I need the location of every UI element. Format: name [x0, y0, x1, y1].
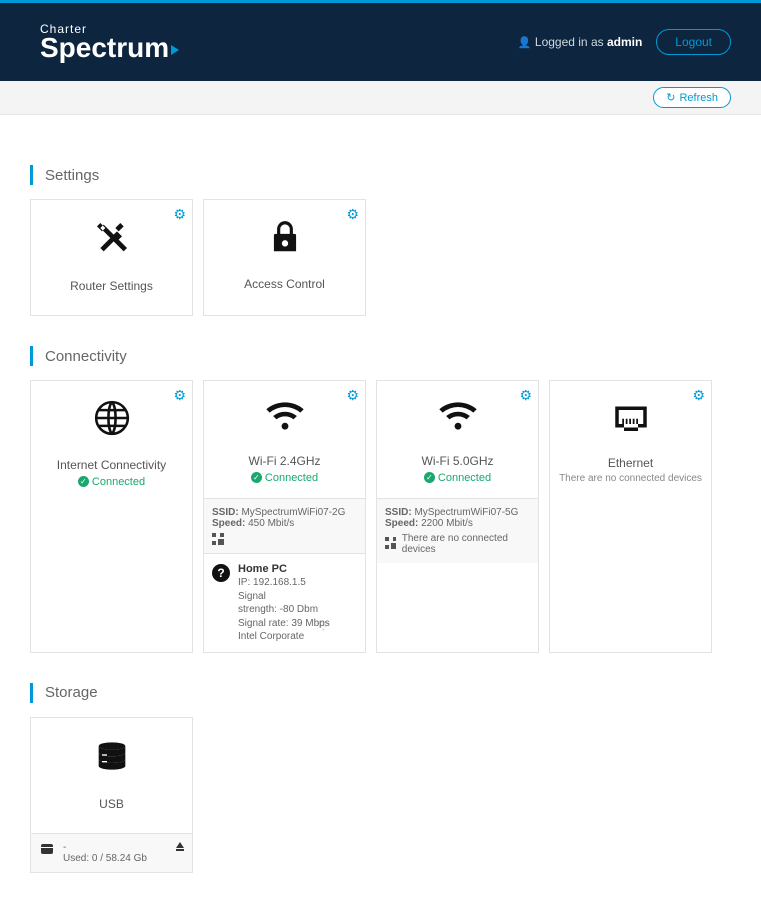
section-settings-title: Settings: [45, 167, 99, 184]
subbar: ↻ Refresh: [0, 81, 761, 115]
refresh-label: Refresh: [679, 92, 718, 104]
card-title: Internet Connectivity: [39, 458, 184, 472]
device-info: Home PC IP: 192.168.1.5 Signal strength:…: [238, 562, 330, 644]
status-connected: ✓ Connected: [424, 472, 491, 484]
speed-value: 450 Mbit/s: [248, 518, 294, 529]
header: Charter Spectrum 👤 Logged in as admin Lo…: [0, 3, 761, 81]
storage-icon: [39, 736, 184, 785]
logged-in-text: 👤 Logged in as admin: [518, 35, 642, 49]
card-title: Access Control: [212, 277, 357, 291]
status-text: Connected: [438, 472, 491, 484]
qr-icon[interactable]: [212, 533, 224, 545]
check-icon: ✓: [78, 476, 89, 487]
gear-icon[interactable]: ⚙: [346, 387, 359, 404]
user-icon: 👤: [518, 37, 532, 49]
globe-icon: [39, 399, 184, 446]
tools-icon: [39, 218, 184, 267]
card-title: Ethernet: [558, 456, 703, 470]
card-router-settings[interactable]: ⚙ Router Settings: [30, 199, 193, 316]
card-ethernet[interactable]: ⚙ Ethernet There are no connected device…: [549, 380, 712, 653]
wifi-icon: [385, 399, 530, 442]
gear-icon[interactable]: ⚙: [692, 387, 705, 404]
ssid-value: MySpectrumWiFi07-5G: [414, 507, 518, 518]
gear-icon[interactable]: ⚙: [173, 387, 186, 404]
qr-icon[interactable]: [385, 537, 396, 549]
status-text: Connected: [265, 472, 318, 484]
usb-detail: - Used: 0 / 58.24 Gb: [31, 833, 192, 872]
status-text: Connected: [92, 476, 145, 488]
content: Settings ⚙ Router Settings ⚙ Access Cont…: [0, 115, 761, 893]
device-name: Home PC: [238, 562, 330, 577]
section-settings-head: Settings: [30, 165, 731, 185]
header-right: 👤 Logged in as admin Logout: [518, 29, 731, 55]
card-internet[interactable]: ⚙ Internet Connectivity ✓ Connected: [30, 380, 193, 653]
logo-text: Spectrum: [40, 32, 169, 63]
speed-label: Speed:: [385, 518, 418, 529]
gear-icon[interactable]: ⚙: [519, 387, 532, 404]
storage-used: Used: 0 / 58.24 Gb: [63, 853, 147, 864]
card-title: USB: [39, 797, 184, 811]
section-connectivity-head: Connectivity: [30, 346, 731, 366]
settings-grid: ⚙ Router Settings ⚙ Access Control: [30, 199, 731, 316]
status-connected: ✓ Connected: [251, 472, 318, 484]
logo-big: Spectrum: [40, 35, 179, 60]
device-vendor: Intel Corporate: [238, 631, 304, 642]
section-bar: [30, 165, 33, 185]
brand-logo: Charter Spectrum: [40, 24, 179, 60]
card-title: Router Settings: [39, 279, 184, 293]
device-row[interactable]: ? Home PC IP: 192.168.1.5 Signal strengt…: [204, 553, 365, 652]
connectivity-grid: ⚙ Internet Connectivity ✓ Connected ⚙ Wi…: [30, 380, 731, 653]
ssid-label: SSID:: [212, 507, 239, 518]
speed-value: 2200 Mbit/s: [421, 518, 473, 529]
section-bar: [30, 683, 33, 703]
gear-icon[interactable]: ⚙: [173, 206, 186, 223]
device-ip: IP: 192.168.1.5: [238, 576, 330, 590]
wifi-icon: [212, 399, 357, 442]
card-wifi-24[interactable]: ⚙ Wi-Fi 2.4GHz ✓ Connected SSID: MySpect…: [203, 380, 366, 653]
card-title: Wi-Fi 2.4GHz: [212, 454, 357, 468]
card-title: Wi-Fi 5.0GHz: [385, 454, 530, 468]
wifi5-detail: SSID: MySpectrumWiFi07-5G Speed: 2200 Mb…: [377, 498, 538, 563]
wifi24-detail: SSID: MySpectrumWiFi07-2G Speed: 450 Mbi…: [204, 498, 365, 553]
refresh-icon: ↻: [666, 91, 675, 104]
disk-icon: [41, 844, 53, 854]
section-storage-head: Storage: [30, 683, 731, 703]
card-usb[interactable]: USB - Used: 0 / 58.24 Gb: [30, 717, 193, 873]
device-signal-1: Signal: [238, 590, 330, 604]
card-wifi-5[interactable]: ⚙ Wi-Fi 5.0GHz ✓ Connected SSID: MySpect…: [376, 380, 539, 653]
gear-icon[interactable]: ⚙: [346, 206, 359, 223]
status-connected: ✓ Connected: [78, 476, 145, 488]
unknown-device-icon: ?: [212, 564, 230, 582]
storage-name: -: [63, 842, 147, 853]
device-rate: Signal rate: 39 Mbps: [238, 617, 330, 631]
card-access-control[interactable]: ⚙ Access Control: [203, 199, 366, 316]
logout-button[interactable]: Logout: [656, 29, 731, 55]
no-devices-text: There are no connected devices: [558, 473, 703, 484]
lock-icon: [212, 218, 357, 265]
speed-label: Speed:: [212, 518, 245, 529]
section-connectivity-title: Connectivity: [45, 348, 127, 365]
login-prefix: Logged in as: [535, 35, 607, 49]
username: admin: [607, 35, 642, 49]
ssid-value: MySpectrumWiFi07-2G: [241, 507, 345, 518]
check-icon: ✓: [251, 472, 262, 483]
logo-triangle-icon: [171, 45, 179, 55]
device-signal-2: strength: -80 Dbm: [238, 603, 330, 617]
eject-icon[interactable]: [176, 842, 184, 848]
section-storage-title: Storage: [45, 684, 98, 701]
storage-grid: USB - Used: 0 / 58.24 Gb: [30, 717, 731, 873]
refresh-button[interactable]: ↻ Refresh: [653, 87, 731, 108]
ethernet-icon: [558, 399, 703, 444]
section-bar: [30, 346, 33, 366]
no-devices-text: There are no connected devices: [402, 533, 530, 555]
ssid-label: SSID:: [385, 507, 412, 518]
check-icon: ✓: [424, 472, 435, 483]
